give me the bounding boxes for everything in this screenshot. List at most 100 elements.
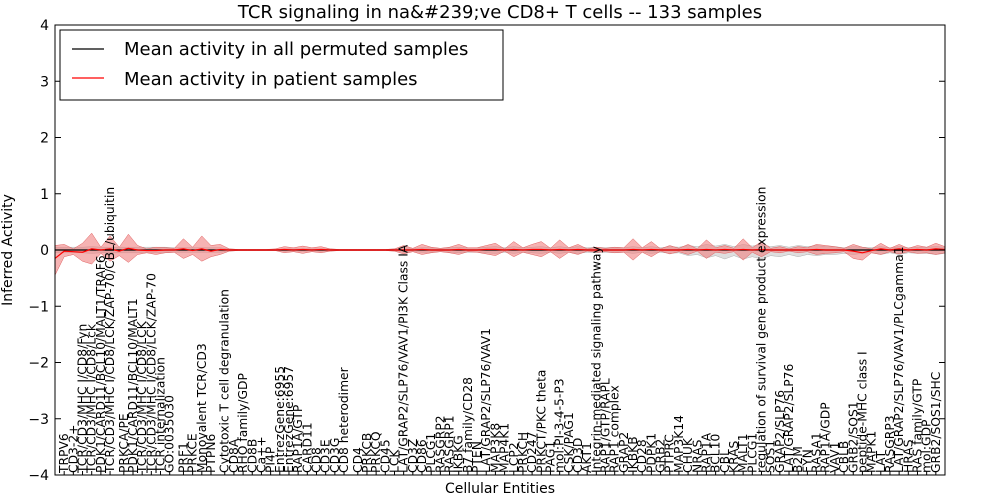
entity-label: MAP3K8	[488, 423, 502, 473]
entity-label: peptide-MHC class I	[855, 351, 869, 473]
entity-label: RHO family/GDP	[236, 373, 250, 473]
entity-label: regulation of survival gene product expr…	[754, 187, 768, 473]
entity-label: PTPRC	[663, 434, 677, 473]
y-tick-label: 2	[40, 131, 49, 147]
entity-label: Cytotoxic T cell degranulation	[218, 289, 232, 473]
entity-label: CBLB	[837, 441, 851, 473]
entity-label: FYN	[800, 449, 814, 473]
entity-label: mol:PI-3-4-5-P3	[553, 378, 567, 473]
entity-label: RASGRP1	[443, 415, 457, 473]
entity-label: PRKCA/PE	[117, 413, 131, 473]
entity-label: CD8	[309, 447, 323, 473]
entity-label: PTPN6	[204, 433, 218, 473]
entity-label: HRAS	[901, 439, 915, 473]
entity-label: LAT	[874, 450, 888, 473]
entity-label: CARD11	[300, 422, 314, 473]
entity-label: CD28	[635, 439, 649, 473]
entity-label: MAP3K14	[672, 415, 686, 473]
legend-label-patient: Mean activity in patient samples	[124, 69, 418, 90]
entity-label: MAP4K1	[498, 423, 512, 473]
entity-label: GRAP2	[617, 432, 631, 473]
entity-label: CD8A	[227, 438, 241, 473]
entity-label: GRB2/SOS1/SHC	[929, 372, 943, 473]
entity-label: RASA1	[810, 432, 824, 473]
entity-label: Ca++	[254, 436, 268, 473]
entity-label: PDK1/CARD11/BCL10/MALT1	[126, 298, 140, 473]
y-tick-label: 0	[40, 243, 49, 259]
entity-label: CD3E	[319, 439, 333, 473]
entity-label: TCR/CD3/MHC I/CD8/LCK/ZAP-70	[144, 273, 158, 474]
entity-label: RAP1/GTP/RAPL	[599, 378, 613, 473]
entity-label: TCR internalization	[154, 357, 168, 474]
entity-label: CD3-2+	[66, 425, 80, 473]
entity-label: LAT/GRAP2/SLP76/VAV1/PLCgamma1	[892, 246, 906, 473]
entity-label: IKBKG	[452, 435, 466, 473]
entity-label: LCK	[387, 449, 401, 473]
entity-label: TCR/CD3/MHC I/CD8/Fyn	[76, 324, 90, 474]
entity-label: CD3G	[328, 438, 342, 473]
entity-label: CD247	[525, 431, 539, 473]
entity-label: VAV1	[828, 442, 842, 474]
entity-label: LAT/GRAP2/SLP76	[782, 363, 796, 473]
entity-label: CBL	[718, 449, 732, 473]
entity-label: CD45	[378, 439, 392, 473]
entity-label: CD3Z	[406, 439, 420, 473]
entity-label: PTEN	[470, 441, 484, 473]
entity-label: BCL10	[709, 434, 723, 473]
entity-label: RASGRP2	[433, 415, 447, 473]
entity-label: LAT/GRAP2/SLP76/VAV1/PI3K Class IA	[397, 244, 411, 473]
entity-label: MALT1	[736, 433, 750, 473]
legend-box	[59, 29, 504, 101]
entity-label: CD8B	[245, 439, 259, 473]
y-tick-label: −3	[28, 412, 49, 428]
entity-label: CD4	[351, 447, 365, 473]
entity-label: RASGRP3	[883, 415, 897, 473]
entity-label: GRB2	[654, 439, 668, 473]
entity-label: PRKCE	[186, 433, 200, 473]
entity-label: B7 family/CD28	[461, 377, 475, 473]
entity-label: CHUK	[681, 437, 695, 473]
entity-label: TCR/CD3/MHC I/CD8/LCK	[135, 320, 149, 474]
entity-label: CD8 heterodimer	[337, 366, 351, 473]
entity-label: KRAS	[727, 440, 741, 473]
entity-label: PLCG1	[745, 433, 759, 473]
x-axis-label: Cellular Entities	[445, 481, 555, 497]
entity-label: RAP1A/GDP	[819, 402, 833, 473]
entity-label: RAS family/GTP	[910, 379, 924, 473]
legend-label-permuted: Mean activity in all permuted samples	[124, 39, 468, 60]
entity-label: RAP1A/GTP	[291, 405, 305, 473]
entity-label: RAP1 complex	[608, 385, 622, 473]
entity-label: IKBKB	[626, 436, 640, 473]
entity-label: TCR/CD3/MHC I/CD8/LCK/ZAP-70/CBL/ubiquit…	[103, 187, 117, 474]
entity-label: mol:GDP	[920, 420, 934, 473]
entity-label: GRAP2/SLP76	[773, 390, 787, 473]
entity-label: PRF1	[176, 442, 190, 473]
entity-label: B2M	[791, 446, 805, 473]
entity-label: PRKCT/PKC theta	[534, 370, 548, 473]
entity-label: EntrezGene:6957	[282, 366, 296, 473]
y-tick-label: −4	[28, 468, 49, 484]
entity-label: PLCG1	[424, 433, 438, 473]
entity-label: SOS1	[764, 440, 778, 473]
entity-label: MAPK1	[865, 431, 879, 473]
entity-label: RAP1A	[699, 432, 713, 473]
entity-label: NRAS	[690, 439, 704, 473]
y-tick-label: 4	[40, 18, 49, 34]
chart-title: TCR signaling in na&#239;ve CD8+ T cells…	[237, 2, 762, 23]
entity-label: CD3D	[571, 438, 585, 473]
y-tick-label: 1	[40, 187, 49, 203]
entity-label: LCP2	[507, 442, 521, 473]
entity-label: PI4P	[264, 447, 278, 473]
y-axis-label: Inferred Activity	[0, 194, 16, 306]
line-patient-mean	[54, 247, 946, 259]
entity-label: PRKCH	[516, 432, 530, 473]
entity-label: GRB2/SOS1	[846, 401, 860, 473]
entity-label: CSK/PAG1	[562, 412, 576, 473]
entity-label: Integrin-mediated signaling pathway	[589, 246, 603, 473]
entity-label: TRPV6	[57, 433, 71, 474]
legend: Mean activity in all permuted samples Me…	[59, 29, 504, 101]
entity-label: LAT/GRAP2/SLP76/VAV1	[479, 328, 493, 473]
y-tick-label: −2	[28, 356, 49, 372]
entity-label: PRKCQ	[369, 431, 383, 473]
entity-label: PAG1	[543, 441, 557, 473]
